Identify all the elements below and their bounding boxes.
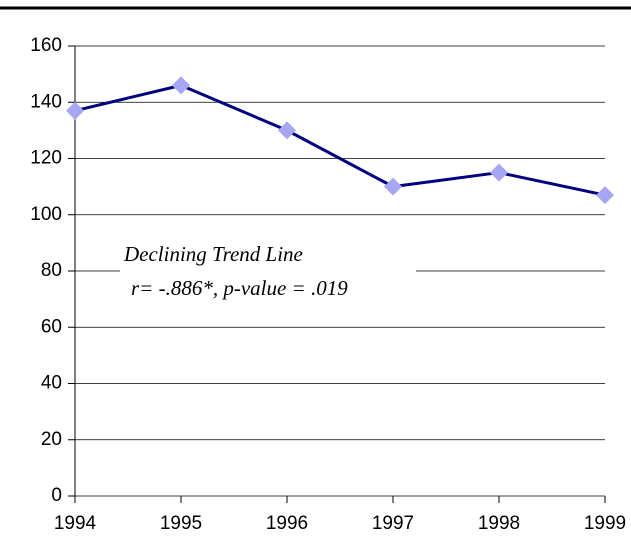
marker [384,177,402,196]
x-tick-label: 1996 [266,513,308,534]
y-tick-label: 60 [41,316,62,337]
y-tick-label: 100 [30,204,62,225]
x-tick-label: 1998 [478,513,520,534]
annotation: r= -.886*, p-value = .019 [131,276,348,300]
marker [490,163,508,182]
y-tick-label: 0 [51,485,62,506]
y-tick-label: 40 [41,373,62,394]
marker [66,101,84,120]
x-tick-label: 1995 [160,513,202,534]
marker [596,186,614,205]
x-tick-label: 1997 [372,513,414,534]
annotation-box [120,236,416,304]
series-line [74,83,606,197]
marker [172,76,190,95]
marker [278,121,296,140]
x-tick-label: 1994 [54,513,97,534]
x-tick-label: 1999 [584,513,626,534]
y-tick-label: 120 [30,148,62,169]
annotation: Declining Trend Line [123,242,303,266]
y-tick-label: 160 [30,35,62,56]
y-tick-label: 20 [41,429,62,450]
y-tick-label: 80 [41,260,62,281]
y-tick-label: 140 [30,91,62,112]
